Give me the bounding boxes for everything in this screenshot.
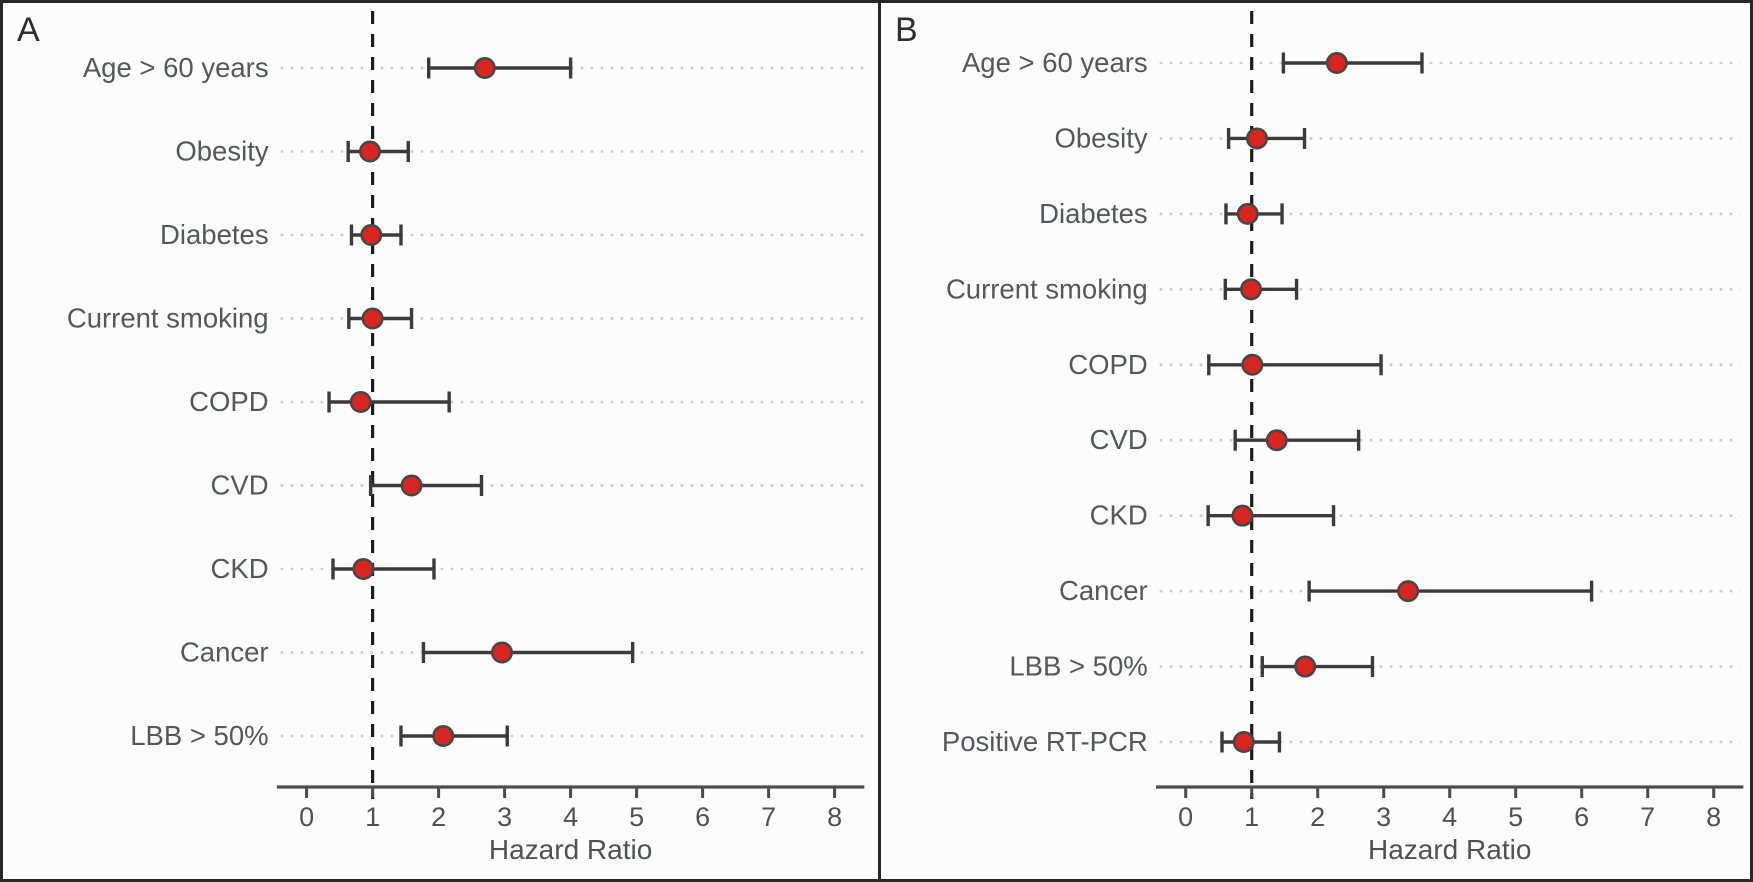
row-label: Obesity [1054,122,1147,153]
hr-point-marker [349,390,372,413]
row-label: CKD [1090,500,1148,531]
hr-point-marker [1245,127,1268,150]
hr-point-marker [473,56,496,79]
x-axis-tick-label: 8 [1706,802,1721,832]
row-label: Diabetes [160,219,269,250]
hr-point-marker [361,307,384,330]
x-axis-tick-label: 5 [629,802,644,832]
row-label: LBB > 50% [130,720,268,751]
hr-point-marker [490,641,513,664]
hr-point-marker [1241,353,1264,376]
hr-point-marker [360,224,383,247]
row-label: CVD [211,470,269,501]
x-axis-tick-label: 6 [1574,802,1589,832]
row-label: Age > 60 years [962,47,1148,78]
panel-divider [878,3,881,879]
row-label: Current smoking [67,303,269,334]
hr-point-marker [432,724,455,747]
x-axis-tick-label: 3 [497,802,512,832]
x-axis-tick-label: 1 [365,802,380,832]
x-axis-title: Hazard Ratio [1368,834,1531,865]
row-label: Cancer [1059,575,1148,606]
panel-b-letter: B [895,11,919,49]
x-axis-tick-label: 3 [1376,802,1391,832]
hr-point-marker [1231,504,1254,527]
x-axis-tick-label: 6 [695,802,710,832]
row-label: LBB > 50% [1009,651,1147,682]
x-axis-title: Hazard Ratio [489,834,652,865]
hr-point-marker [1240,278,1263,301]
x-axis-tick-label: 4 [563,802,578,832]
row-label: Age > 60 years [83,52,269,83]
panel-a-plot: Age > 60 years Obesity Diabetes Current smo… [67,11,868,865]
row-label: Diabetes [1039,198,1148,229]
row-label: Positive RT-PCR [942,726,1148,757]
hr-point-marker [1265,429,1288,452]
hr-point-marker [352,557,375,580]
x-axis-tick-label: 8 [827,802,842,832]
x-axis-tick-label: 0 [299,802,314,832]
x-axis-tick-label: 2 [431,802,446,832]
x-axis-tick-label: 5 [1508,802,1523,832]
x-axis-tick-label: 1 [1244,802,1259,832]
panel-b: Age > 60 years Obesity Diabetes Current smo… [881,3,1750,879]
panel-a-letter: A [17,11,41,49]
row-label: Cancer [180,637,269,668]
row-label: COPD [189,386,268,417]
x-axis-tick-label: 7 [761,802,776,832]
panel-b-plot: Age > 60 years Obesity Diabetes Current smo… [942,11,1744,865]
hr-point-marker [400,474,423,497]
row-label: COPD [1068,349,1147,380]
hr-point-marker [1236,202,1259,225]
row-label: Current smoking [946,273,1148,304]
x-axis-tick-label: 4 [1442,802,1457,832]
x-axis-tick-label: 7 [1640,802,1655,832]
hr-point-marker [1325,51,1348,74]
x-axis-tick-label: 0 [1178,802,1193,832]
row-label: CKD [211,553,269,584]
hr-point-marker [1397,580,1420,603]
hr-point-marker [358,140,381,163]
panel-a: Age > 60 years Obesity Diabetes Current smo… [3,3,878,879]
hr-point-marker [1232,730,1255,753]
x-axis-tick-label: 2 [1310,802,1325,832]
row-label: CVD [1090,424,1148,455]
hr-point-marker [1294,655,1317,678]
row-label: Obesity [175,136,268,167]
